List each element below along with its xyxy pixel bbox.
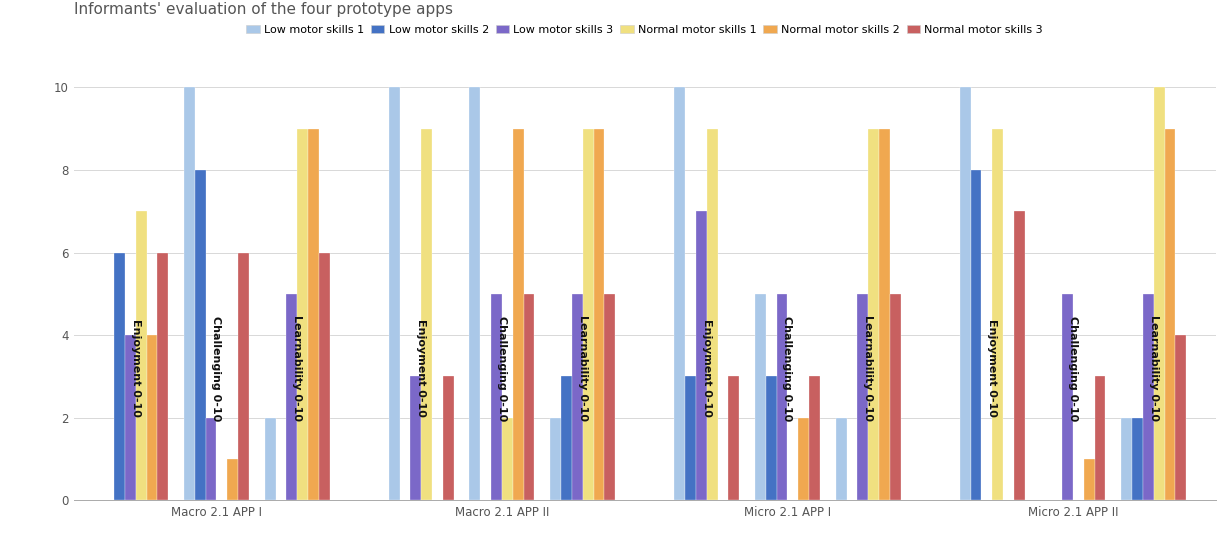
Legend: Low motor skills 1, Low motor skills 2, Low motor skills 3, Normal motor skills : Low motor skills 1, Low motor skills 2, … (242, 20, 1047, 39)
Text: Challenging 0-10: Challenging 0-10 (782, 316, 792, 421)
Bar (114, 252, 125, 500)
Bar (868, 128, 879, 500)
Bar (1121, 418, 1132, 500)
Bar (157, 252, 168, 500)
Bar (798, 418, 809, 500)
Bar (238, 252, 249, 500)
Bar (502, 418, 513, 500)
Text: Enjoyment 0-10: Enjoyment 0-10 (701, 319, 712, 417)
Bar (227, 459, 238, 500)
Bar (1164, 128, 1175, 500)
Bar (879, 128, 890, 500)
Bar (809, 376, 820, 500)
Bar (469, 87, 480, 500)
Bar (319, 252, 329, 500)
Bar (890, 294, 900, 500)
Bar (728, 376, 739, 500)
Bar (421, 128, 432, 500)
Bar (857, 294, 868, 500)
Bar (604, 294, 615, 500)
Bar (308, 128, 319, 500)
Text: Learnability 0-10: Learnability 0-10 (292, 315, 302, 421)
Text: Learnability 0-10: Learnability 0-10 (863, 315, 873, 421)
Bar (1132, 418, 1143, 500)
Text: Enjoyment 0-10: Enjoyment 0-10 (987, 319, 997, 417)
Bar (1143, 294, 1153, 500)
Text: Enjoyment 0-10: Enjoyment 0-10 (416, 319, 426, 417)
Text: Enjoyment 0-10: Enjoyment 0-10 (130, 319, 141, 417)
Bar (146, 335, 157, 500)
Bar (1153, 87, 1164, 500)
Bar (1094, 376, 1105, 500)
Bar (707, 128, 717, 500)
Bar (184, 87, 195, 500)
Bar (766, 376, 776, 500)
Bar (593, 128, 604, 500)
Bar (696, 211, 707, 500)
Bar (1014, 211, 1024, 500)
Bar (523, 294, 534, 500)
Bar (685, 376, 696, 500)
Bar (776, 294, 787, 500)
Bar (836, 418, 846, 500)
Bar (674, 87, 685, 500)
Bar (992, 128, 1003, 500)
Bar (136, 211, 146, 500)
Text: Challenging 0-10: Challenging 0-10 (1068, 316, 1078, 421)
Bar (491, 294, 502, 500)
Bar (513, 128, 523, 500)
Bar (1062, 294, 1073, 500)
Bar (1084, 459, 1094, 500)
Bar (582, 128, 593, 500)
Bar (960, 87, 970, 500)
Bar (265, 418, 275, 500)
Text: Learnability 0-10: Learnability 0-10 (577, 315, 588, 421)
Text: Challenging 0-10: Challenging 0-10 (211, 316, 221, 421)
Bar (205, 418, 216, 500)
Text: Informants' evaluation of the four prototype apps: Informants' evaluation of the four proto… (74, 2, 453, 17)
Bar (195, 170, 205, 500)
Text: Challenging 0-10: Challenging 0-10 (497, 316, 507, 421)
Bar (1175, 335, 1186, 500)
Bar (125, 335, 136, 500)
Bar (755, 294, 766, 500)
Bar (443, 376, 453, 500)
Text: Learnability 0-10: Learnability 0-10 (1148, 315, 1159, 421)
Bar (550, 418, 561, 500)
Bar (297, 128, 308, 500)
Bar (561, 376, 572, 500)
Bar (286, 294, 297, 500)
Bar (389, 87, 399, 500)
Bar (970, 170, 981, 500)
Bar (572, 294, 582, 500)
Bar (410, 376, 421, 500)
